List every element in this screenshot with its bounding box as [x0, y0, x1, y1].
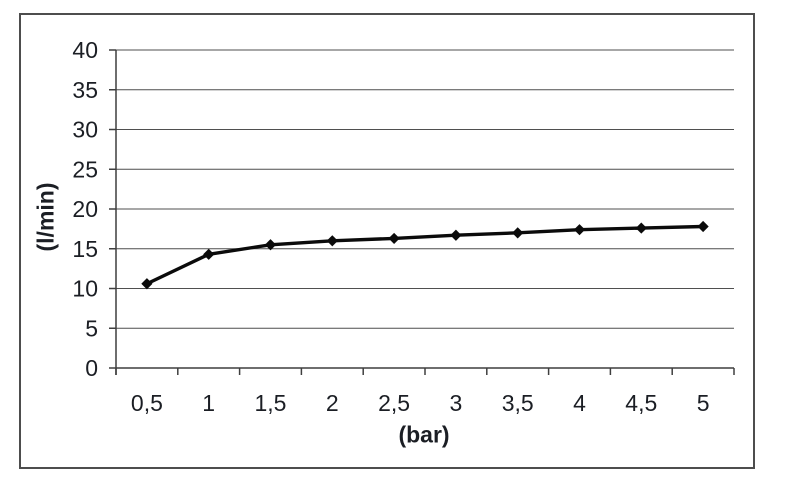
x-tick-label: 3,5 — [502, 390, 534, 416]
x-tick-label: 5 — [697, 390, 710, 416]
series-marker-diamond — [512, 227, 524, 239]
x-axis-title: (bar) — [398, 421, 450, 448]
series-marker-diamond — [141, 278, 153, 290]
x-tick-label: 4,5 — [625, 390, 657, 416]
y-tick-label: 35 — [72, 77, 98, 103]
series-marker-diamond — [573, 224, 586, 236]
series-marker-diamond — [264, 239, 277, 251]
series-line — [146, 224, 704, 286]
y-tick-label: 30 — [72, 117, 98, 143]
series-marker-diamond — [203, 248, 215, 260]
series-marker-diamond — [326, 235, 338, 247]
y-tick-label: 40 — [72, 37, 98, 63]
y-tick-label: 0 — [85, 355, 98, 381]
y-tick-label: 15 — [72, 236, 98, 262]
x-tick-label: 0,5 — [131, 390, 163, 416]
y-tick-label: 10 — [72, 276, 98, 302]
series-marker-diamond — [635, 222, 647, 234]
chart-svg: 0 5 10 15 20 25 30 35 40 0,5 1 1,5 2 2,5 3 3,5 4 4,5 5 — [72, 37, 735, 416]
y-tick-label: 25 — [72, 156, 98, 182]
x-tick-label: 2 — [326, 390, 339, 416]
x-tick-label: 3 — [450, 390, 463, 416]
y-tick-label: 20 — [72, 196, 98, 222]
y-axis-title: (l/min) — [32, 182, 59, 252]
y-tick-label: 5 — [85, 315, 98, 341]
x-tick-label: 1 — [202, 390, 215, 416]
x-tick-label: 4 — [573, 390, 586, 416]
series-marker-diamond — [697, 220, 709, 233]
x-tick-label: 1,5 — [255, 390, 287, 416]
series-marker-diamond — [450, 229, 462, 241]
series-marker-diamond — [388, 232, 400, 245]
x-tick-label: 2,5 — [378, 390, 410, 416]
chart-frame: 0 5 10 15 20 25 30 35 40 0,5 1 1,5 2 2,5 3 3,5 4 4,5 5 (l/… — [19, 13, 755, 469]
